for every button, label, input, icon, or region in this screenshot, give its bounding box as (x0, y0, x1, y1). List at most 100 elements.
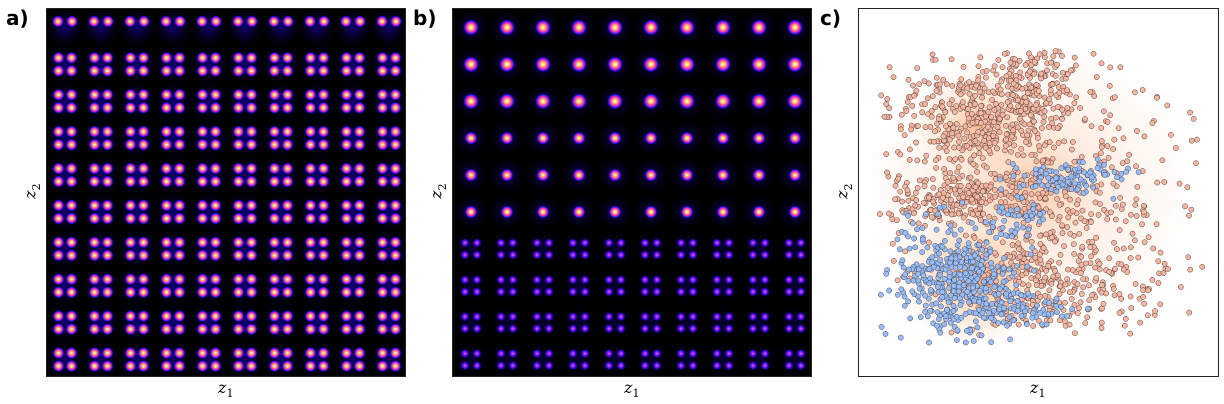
blob (232, 310, 245, 323)
point (1168, 132, 1174, 138)
point (935, 316, 942, 323)
panel-b-svg (453, 9, 811, 376)
point (1186, 309, 1193, 316)
blob (376, 360, 389, 373)
point (988, 315, 994, 321)
point (919, 225, 926, 231)
point (898, 286, 905, 293)
point (940, 133, 947, 140)
point (939, 294, 945, 301)
blob (173, 212, 186, 225)
point (1074, 281, 1081, 288)
blob (376, 249, 389, 262)
blob (137, 310, 150, 323)
point (922, 211, 929, 218)
blob (232, 101, 245, 114)
blob (101, 125, 114, 138)
halo (333, 192, 373, 232)
blob (65, 236, 78, 249)
blob (640, 323, 650, 334)
halo (117, 81, 157, 122)
point (1098, 60, 1105, 67)
halo (225, 339, 265, 376)
point (936, 144, 943, 151)
blob (137, 273, 150, 286)
point (1077, 270, 1084, 276)
point (956, 295, 963, 302)
point (964, 129, 971, 136)
blob (65, 125, 78, 138)
point (953, 103, 960, 109)
blob (65, 310, 78, 323)
point (910, 277, 917, 284)
point (1045, 174, 1052, 181)
blob (196, 360, 209, 373)
blob (784, 311, 794, 322)
point (1086, 297, 1093, 304)
halo (81, 118, 121, 158)
point (990, 119, 997, 125)
halo (741, 304, 777, 341)
blob (608, 205, 622, 219)
point (1113, 202, 1119, 209)
point (983, 285, 989, 292)
point (921, 158, 928, 165)
point (1040, 157, 1046, 164)
blob (124, 51, 137, 64)
blob (353, 323, 366, 336)
blob (748, 238, 758, 248)
point (974, 324, 981, 331)
point (1069, 306, 1075, 313)
point (1089, 292, 1095, 299)
point (1031, 267, 1037, 274)
blob (268, 212, 281, 225)
halo (81, 192, 121, 232)
point (968, 111, 975, 117)
point (972, 318, 979, 325)
point (1059, 69, 1066, 76)
blob (760, 250, 770, 260)
point (1046, 139, 1053, 145)
blob (472, 250, 482, 260)
point (1033, 277, 1039, 284)
point (1025, 282, 1032, 289)
halo (225, 155, 265, 195)
point (1020, 152, 1027, 159)
blob (376, 51, 389, 64)
point (1007, 336, 1013, 343)
point (960, 282, 967, 288)
blob (245, 212, 258, 225)
blob (317, 199, 330, 212)
point (1010, 80, 1017, 87)
blob (88, 64, 101, 77)
blob (389, 236, 402, 249)
blob (304, 249, 317, 262)
blob (340, 138, 353, 151)
blob (281, 175, 294, 188)
point (999, 239, 1006, 246)
point (951, 282, 957, 289)
point (1015, 103, 1022, 110)
point (897, 151, 904, 158)
point (950, 303, 957, 309)
blob (232, 360, 245, 373)
point (951, 144, 958, 151)
point (926, 339, 932, 346)
halo (669, 304, 705, 341)
point (1059, 230, 1066, 236)
blob (544, 286, 554, 297)
point (1052, 72, 1059, 79)
halo (297, 302, 337, 343)
point (970, 338, 977, 344)
halo (153, 118, 193, 158)
blob (304, 323, 317, 336)
blob (508, 323, 518, 334)
blob (232, 125, 245, 138)
blob (472, 348, 482, 359)
point (933, 157, 939, 164)
halo (777, 267, 811, 304)
blob (751, 93, 767, 110)
point (951, 231, 958, 238)
point (1133, 163, 1139, 170)
blob (604, 360, 614, 371)
